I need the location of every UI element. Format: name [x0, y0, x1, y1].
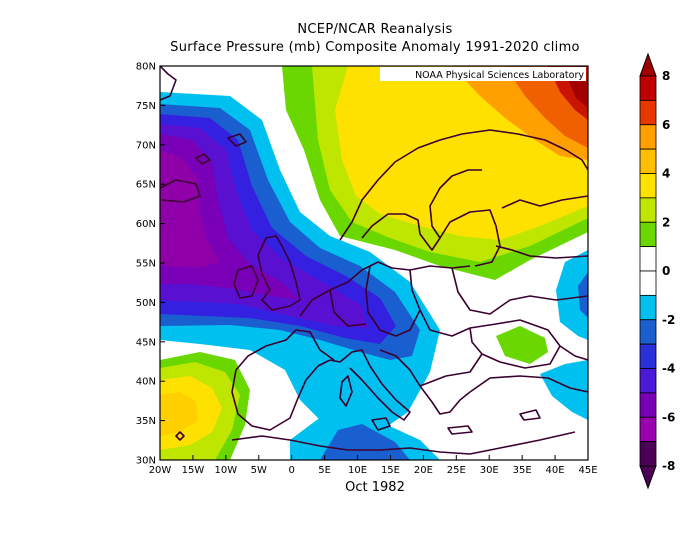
x-tick-label: 10E [348, 465, 367, 476]
x-tick-label: 20E [414, 465, 433, 476]
colorbar-band [639, 99, 657, 126]
contour-neg2-south [320, 424, 410, 460]
y-tick-label: 55N [136, 259, 156, 270]
colorbar-label: 4 [662, 167, 670, 181]
y-tick-label: 75N [136, 101, 156, 112]
colorbar-label: 0 [662, 264, 670, 278]
map-subtitle: Surface Pressure (mb) Composite Anomaly … [170, 40, 580, 55]
colorbar-band [639, 368, 657, 394]
colorbar-band [639, 343, 657, 369]
contour-neg6 [160, 150, 220, 268]
anomaly-field [160, 66, 588, 460]
x-tick-label: 15W [182, 465, 205, 476]
colorbar-band [639, 270, 657, 296]
colorbar-band [639, 294, 657, 321]
contour-pos2-blacksea [496, 326, 548, 364]
x-tick-label: 40E [546, 465, 565, 476]
coastlines [160, 66, 588, 455]
colorbar-band [639, 246, 657, 272]
contour-pos5-sw [160, 392, 198, 436]
credit-box [380, 67, 586, 81]
colorbar-band [639, 124, 657, 150]
colorbar-band [639, 441, 657, 467]
colorbar-band [639, 148, 657, 174]
y-tick-label: 45N [136, 337, 156, 348]
x-tick-label: 35E [513, 465, 532, 476]
colorbar-label: 8 [662, 69, 670, 83]
colorbar-band [639, 75, 657, 101]
credit-label: NOAA Physical Sciences Laboratory [415, 70, 584, 81]
colorbar-band [639, 173, 657, 199]
map-title: NCEP/NCAR Reanalysis [297, 22, 453, 37]
contour-neg1-se [540, 360, 588, 420]
colorbar-band [639, 392, 657, 418]
x-tick-label: 10W [215, 465, 238, 476]
x-tick-label: 15E [381, 465, 400, 476]
frame-ticks [159, 65, 589, 461]
y-tick-label: 70N [136, 140, 156, 151]
colorbar-band [639, 197, 657, 223]
y-tick-label: 35N [136, 416, 156, 427]
x-tick-label: 5W [251, 465, 267, 476]
time-label: Oct 1982 [345, 480, 405, 495]
x-tick-label: 5E [318, 465, 331, 476]
colorbar-band [639, 416, 657, 443]
x-tick-label: 0 [289, 465, 295, 476]
contour-neg2-east [578, 272, 588, 318]
y-axis-ticks: 30N 35N 40N 45N 50N 55N 60N 65N 70N 75N 80N [136, 62, 156, 467]
x-tick-label: 30E [480, 465, 499, 476]
x-axis-ticks: 20W 15W 10W 5W 0 5E 10E 15E 20E 25E 30E 35E 40E 45E [149, 465, 598, 476]
y-tick-label: 80N [136, 62, 156, 73]
colorbar-label: -8 [662, 459, 675, 473]
colorbar-label: 2 [662, 215, 670, 229]
y-tick-label: 60N [136, 219, 156, 230]
colorbar-label: 6 [662, 118, 670, 132]
y-tick-label: 65N [136, 180, 156, 191]
colorbar-band [639, 319, 657, 345]
colorbar-label: -4 [662, 362, 675, 376]
x-tick-label: 20W [149, 465, 172, 476]
y-tick-label: 30N [136, 456, 156, 467]
colorbar-label: -6 [662, 410, 675, 424]
colorbar-band [639, 221, 657, 248]
y-tick-label: 50N [136, 298, 156, 309]
colorbar: 8 6 4 2 0 -2 -4 -6 -8 [639, 52, 675, 490]
x-tick-label: 45E [578, 465, 597, 476]
colorbar-top-arrow [639, 52, 657, 77]
colorbar-label: -2 [662, 313, 675, 327]
contour-neg1-east [556, 250, 588, 340]
y-tick-label: 40N [136, 377, 156, 388]
colorbar-bottom-arrow [639, 465, 657, 490]
x-tick-label: 25E [447, 465, 466, 476]
